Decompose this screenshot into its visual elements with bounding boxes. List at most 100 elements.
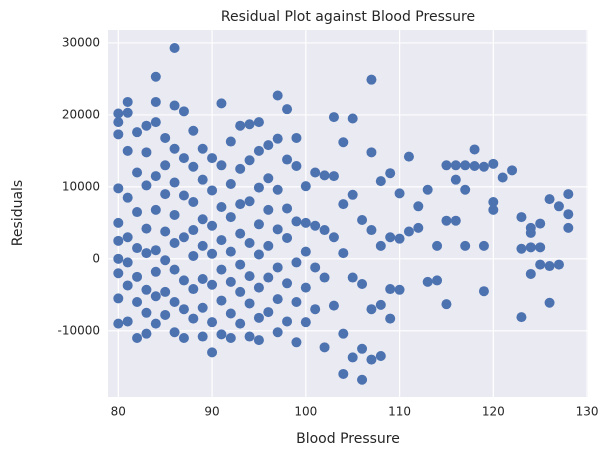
point [263,272,274,283]
point [207,279,218,290]
point [169,42,180,53]
point [150,266,161,277]
point [178,106,189,117]
point [272,184,283,195]
point [160,226,171,237]
point [132,127,143,138]
point [122,145,133,156]
point [253,182,264,193]
point [366,147,377,158]
point [197,273,208,284]
point [263,307,274,318]
point [207,347,218,358]
point [113,235,124,246]
point [132,167,143,178]
point [169,177,180,188]
point [328,171,339,182]
point [272,90,283,101]
point [253,249,264,260]
chart-title: Residual Plot against Blood Pressure [221,9,475,25]
point [507,165,518,176]
point [225,308,236,319]
point [141,307,152,318]
point [113,129,124,140]
point [160,255,171,266]
point [216,235,227,246]
point [122,192,133,203]
point [516,212,527,223]
point [207,153,218,164]
point [422,276,433,287]
point [385,313,396,324]
point [150,171,161,182]
point [375,240,386,251]
x-tick-label: 120 [482,405,505,419]
point [488,204,499,215]
x-tick-label: 110 [388,405,411,419]
point [132,332,143,343]
point [197,240,208,251]
point [432,275,443,286]
plot-area [108,30,588,397]
point [160,160,171,171]
point [207,248,218,259]
point [375,350,386,361]
point [291,161,302,172]
point [544,194,555,205]
point [563,222,574,233]
point [441,215,452,226]
point [357,374,368,385]
point [347,352,358,363]
point [188,284,199,295]
point [366,354,377,365]
point [385,168,396,179]
point [469,144,480,155]
point [188,125,199,136]
point [328,112,339,123]
point [553,201,564,212]
point [141,180,152,191]
point [450,160,461,171]
point [197,174,208,185]
point [216,202,227,213]
point [253,312,264,323]
point [122,107,133,118]
point [113,217,124,228]
point [441,299,452,310]
point [347,272,358,283]
y-tick-label: -10000 [57,323,100,337]
point [225,246,236,257]
point [160,189,171,200]
point [150,117,161,128]
point [216,329,227,340]
point [225,332,236,343]
point [497,172,508,183]
point [291,257,302,268]
y-tick-label: 0 [92,251,100,265]
point [113,318,124,329]
point [113,117,124,128]
point [441,160,452,171]
point [253,335,264,346]
point [357,279,368,290]
point [141,120,152,131]
point [478,240,489,251]
point [328,232,339,243]
point [150,96,161,107]
point [197,331,208,342]
point [150,291,161,302]
point [122,280,133,291]
point [413,201,424,212]
point [300,246,311,257]
point [141,284,152,295]
point [272,224,283,235]
point [188,313,199,324]
point [178,232,189,243]
point [357,343,368,354]
point [141,147,152,158]
point [150,204,161,215]
point [319,272,330,283]
point [272,294,283,305]
y-tick-label: 20000 [62,107,100,121]
point [122,232,133,243]
